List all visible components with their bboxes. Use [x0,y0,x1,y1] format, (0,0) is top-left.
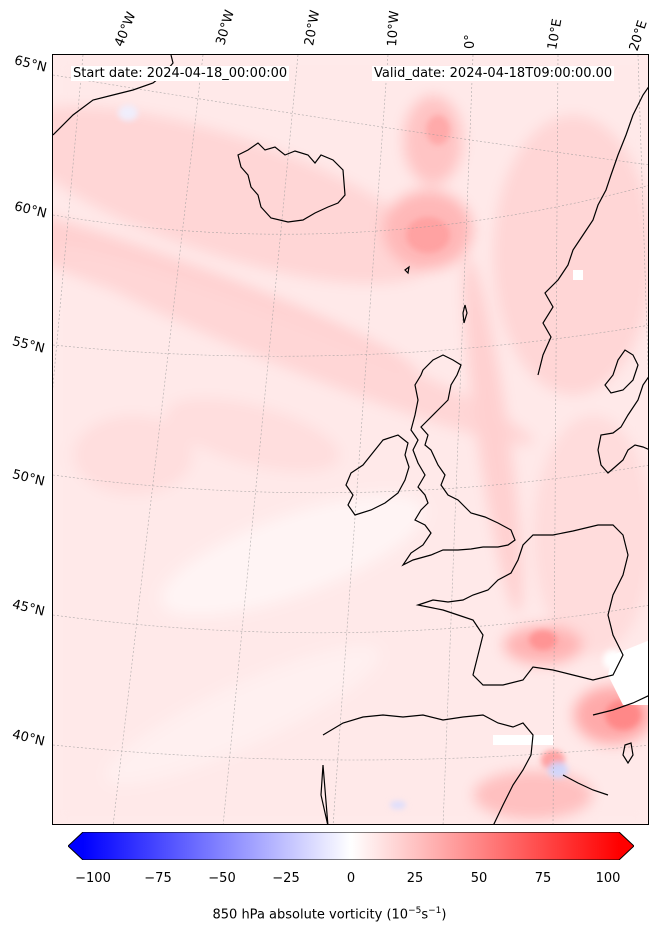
lat-label-50n: 50°N [10,467,47,490]
lat-label-60n: 60°N [12,199,49,222]
lat-label-40n: 40°N [10,727,47,750]
colorbar-tick-label: −100 [75,871,111,886]
start-date-text: Start date: 2024-04-18_00:00:00 [71,66,290,81]
colorbar-tick-label: 25 [406,871,424,886]
no-data-patches [493,270,648,745]
colorbar [68,832,634,860]
lon-label-10w: 10°W [385,10,403,47]
colorbar-tick-label: −50 [208,871,236,886]
map-panel [52,54,649,825]
lon-label-10e: 10°E [545,17,566,52]
colorbar-gradient [83,832,619,860]
lon-label-20e: 20°E [626,18,651,53]
lat-label-65n: 65°N [12,53,49,76]
lon-label-20w: 20°W [302,9,324,48]
colorbar-tick-label: 75 [534,871,552,886]
lon-label-30w: 30°W [213,8,238,48]
colorbar-tick-label: −25 [272,871,300,886]
valid-date-text: Valid_date: 2024-04-18T09:00:00.00 [372,66,615,81]
lat-label-45n: 45°N [10,597,47,620]
colorbar-extend-right [619,832,634,860]
vorticity-shading [53,55,648,824]
colorbar-tick-label: −75 [144,871,172,886]
colorbar-extend-left [68,832,83,860]
vorticity-map [53,55,648,824]
lon-label-0: 0° [463,34,478,49]
vorticity-highlights [118,105,641,809]
colorbar-tick-label: 100 [595,871,621,886]
lon-label-40w: 40°W [112,10,140,49]
colorbar-label: 850 hPa absolute vorticity (10−5s−1) [212,906,447,923]
colorbar-tick-label: 0 [346,871,356,886]
lat-label-55n: 55°N [10,334,47,357]
colorbar-tick-label: 50 [470,871,488,886]
